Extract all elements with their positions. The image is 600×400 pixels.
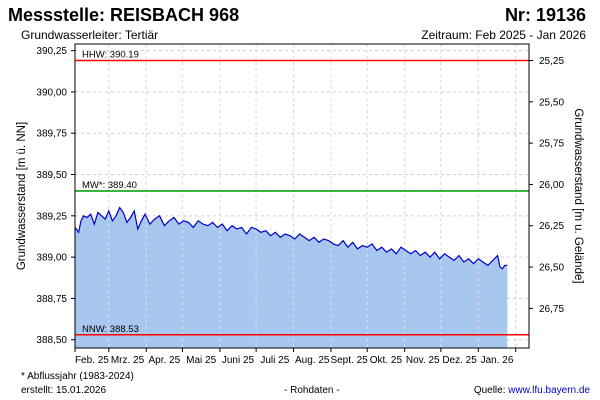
y-tick-label: 390,00 bbox=[36, 87, 67, 98]
x-tick-label: Dez. 25 bbox=[442, 355, 477, 366]
y-tick-label: 388,75 bbox=[36, 294, 67, 305]
y-right-tick-label: 26,25 bbox=[539, 221, 564, 232]
x-tick-label: Mai 25 bbox=[186, 355, 216, 366]
x-tick-label: Okt. 25 bbox=[370, 355, 403, 366]
source-link[interactable]: www.lfu.bayern.de bbox=[508, 385, 590, 396]
footnote: * Abflussjahr (1983-2024) bbox=[21, 371, 134, 382]
source-label: Quelle: bbox=[473, 385, 509, 396]
x-tick-label: Juli 25 bbox=[260, 355, 289, 366]
created-date: erstellt: 15.01.2026 bbox=[21, 385, 107, 396]
y-tick-label: 389,50 bbox=[36, 170, 67, 181]
x-tick-label: Sept. 25 bbox=[330, 355, 368, 366]
y-tick-label: 390,25 bbox=[36, 46, 67, 57]
y-right-tick-label: 26,75 bbox=[539, 304, 564, 315]
y-axis-title: Grundwasserstand [m ü. NN] bbox=[16, 122, 28, 270]
period-label: Zeitraum: Feb 2025 - Jan 2026 bbox=[421, 28, 586, 42]
y-right-tick-label: 25,50 bbox=[539, 97, 564, 108]
x-tick-label: Jan. 26 bbox=[481, 355, 514, 366]
y-right-tick-label: 26,50 bbox=[539, 263, 564, 274]
source: Quelle: www.lfu.bayern.de bbox=[474, 385, 590, 396]
reference-label: HHW: 390.19 bbox=[82, 50, 139, 61]
series-line bbox=[74, 206, 508, 270]
y-right-tick-label: 25,75 bbox=[539, 139, 564, 150]
y-tick-label: 389,75 bbox=[36, 129, 67, 140]
series-area bbox=[75, 207, 508, 348]
x-tick-label: Mrz. 25 bbox=[111, 355, 145, 366]
plot-frame bbox=[74, 43, 530, 349]
y-right-tick-label: 26,00 bbox=[539, 180, 564, 191]
reference-label: NNW: 388.53 bbox=[82, 324, 139, 335]
y-tick-label: 389,25 bbox=[36, 211, 67, 222]
y-axis-right-title: Grundwasserstand [m u. Gelände] bbox=[572, 108, 584, 283]
station-title: Messstelle: REISBACH 968 bbox=[8, 5, 240, 25]
y-right-tick-label: 25,25 bbox=[539, 56, 564, 67]
x-tick-label: Juni 25 bbox=[222, 355, 255, 366]
raw-data-label: - Rohdaten - bbox=[284, 385, 340, 396]
x-tick-label: Feb. 25 bbox=[75, 355, 109, 366]
y-tick-label: 388,50 bbox=[36, 335, 67, 346]
aquifer-subtitle: Grundwasserleiter: Tertiär bbox=[21, 28, 159, 42]
station-number: Nr: 19136 bbox=[504, 5, 586, 25]
x-tick-label: Apr. 25 bbox=[148, 355, 180, 366]
x-tick-label: Nov. 25 bbox=[406, 355, 440, 366]
x-tick-label: Aug. 25 bbox=[295, 355, 330, 366]
y-tick-label: 389,00 bbox=[36, 253, 67, 264]
reference-label: MW*: 389.40 bbox=[82, 180, 137, 191]
